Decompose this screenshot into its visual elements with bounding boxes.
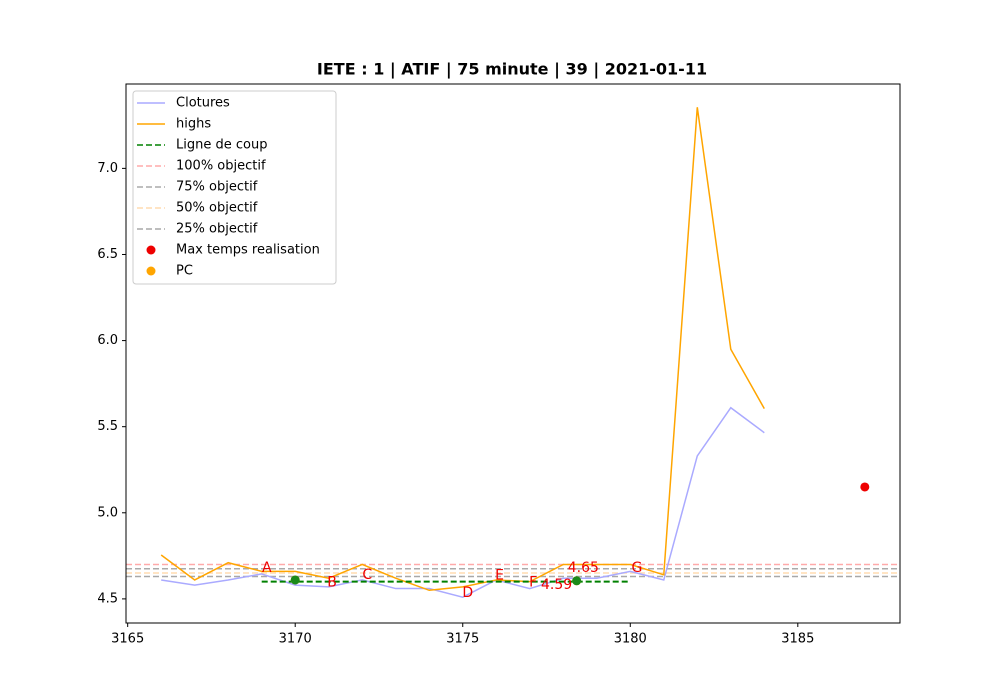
annotation: D [462,585,473,601]
point [290,575,300,585]
annotation: A [262,560,272,576]
chart-title: IETE : 1 | ATIF | 75 minute | 39 | 2021-… [317,60,707,80]
annotation: F [529,575,537,591]
legend-label: Ligne de coup [176,138,267,153]
legend-label: Max temps realisation [176,243,320,258]
x-tick-label: 3185 [781,632,814,647]
y-tick-label: 5.0 [97,505,118,520]
annotation: G [632,560,643,576]
legend-box [132,90,337,285]
point [860,482,870,492]
legend-label: 75% objectif [176,180,258,195]
y-tick-label: 4.5 [97,591,118,606]
annotation: 4.65 [568,560,599,576]
legend-marker [146,245,156,255]
point [572,576,582,586]
legend: Clotures highs Ligne de coup 100% objectif 7… [132,90,337,285]
legend-marker [146,266,156,276]
annotation: E [495,568,504,584]
y-tick-label: 5.5 [97,419,118,434]
series-line [160,107,765,592]
legend-label: PC [176,264,193,279]
x-tick-label: 3180 [614,632,647,647]
plot: A B C D E F G 4.654.59 [126,107,900,601]
legend-label: highs [176,117,211,132]
legend-label: 25% objectif [176,222,258,237]
legend-label: 50% objectif [176,201,258,216]
legend-label: Clotures [176,96,230,111]
y-tick-label: 7.0 [97,161,118,176]
plot-frame [125,83,901,624]
y-tick-label: 6.5 [97,247,118,262]
annotation: C [362,567,372,583]
y-tick-label: 6.0 [97,333,118,348]
annotation: 4.59 [541,577,572,593]
x-tick-label: 3170 [279,632,312,647]
x-tick-label: 3165 [111,632,144,647]
x-tick-label: 3175 [446,632,479,647]
series-line [161,406,765,598]
annotation: B [327,575,337,591]
legend-label: 100% objectif [176,159,266,174]
